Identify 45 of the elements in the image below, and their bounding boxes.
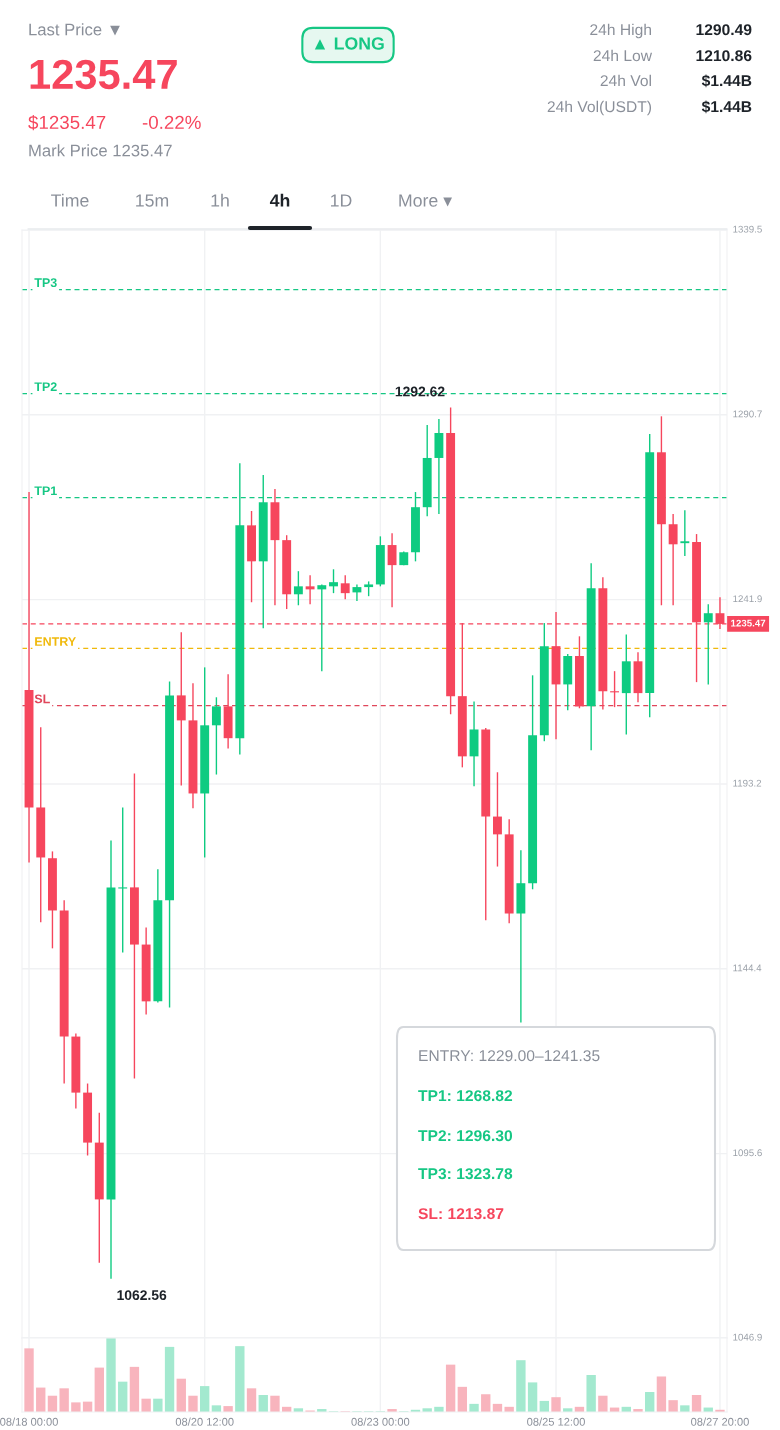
text: 1h [211,193,229,207]
x-tick-label: 08/27 20:00 [691,1417,749,1426]
y-tick-label: 1144.4 [733,964,762,972]
text: 24h Vol [600,74,651,87]
ref-line-label: SL [34,694,50,704]
text: 1D [331,194,352,207]
ref-line-label: TP3 [34,278,57,288]
text: 1290.49 [696,24,752,36]
x-tick-label: 08/20 12:00 [175,1417,234,1426]
ref-line-label: 1235.47 [731,619,766,627]
text: -0.22% [142,115,201,130]
text: More ▾ [399,194,453,207]
text: Mark Price 1235.47 [29,144,172,157]
ref-line-label: TP2 [34,382,57,391]
y-tick-label: 1241.9 [733,595,762,603]
text: $1.44B [701,74,752,88]
annotation: 1292.62 [395,386,445,397]
annotation: ENTRY: 1229.00–1241.35 [419,1050,600,1062]
annotation: TP3: 1323.78 [418,1168,513,1180]
y-tick-label: 1095.6 [733,1149,762,1157]
text: 4h [269,193,290,207]
ref-line-label: TP1 [34,486,57,496]
x-tick-label: 08/23 00:00 [351,1417,410,1426]
y-tick-label: 1339.5 [733,225,762,233]
annotation: SL: 1213.87 [418,1208,504,1220]
text: $1.44B [701,100,752,114]
text: 1210.86 [696,50,752,62]
text: ▲ LONG [314,37,384,50]
text: 24h Low [593,49,653,62]
annotation: TP1: 1268.82 [418,1090,513,1102]
y-tick-label: 1046.9 [733,1333,762,1341]
y-tick-label: 1193.2 [733,779,762,787]
text: $1235.47 [28,114,106,131]
text: Last Price ▼ [29,23,120,36]
text: 15m [136,194,169,207]
text: 24h High [590,23,651,39]
text: Time [51,193,89,207]
annotation: 1062.56 [117,1290,167,1301]
annotation: TP2: 1296.30 [418,1130,513,1142]
x-tick-label: 08/18 00:00 [0,1417,58,1426]
y-tick-label: 1290.7 [733,410,762,418]
x-tick-label: 08/25 12:00 [527,1417,585,1426]
text: 1235.47 [30,59,177,90]
text: 24h Vol(USDT) [547,100,652,116]
ref-line-label: ENTRY [35,637,76,646]
